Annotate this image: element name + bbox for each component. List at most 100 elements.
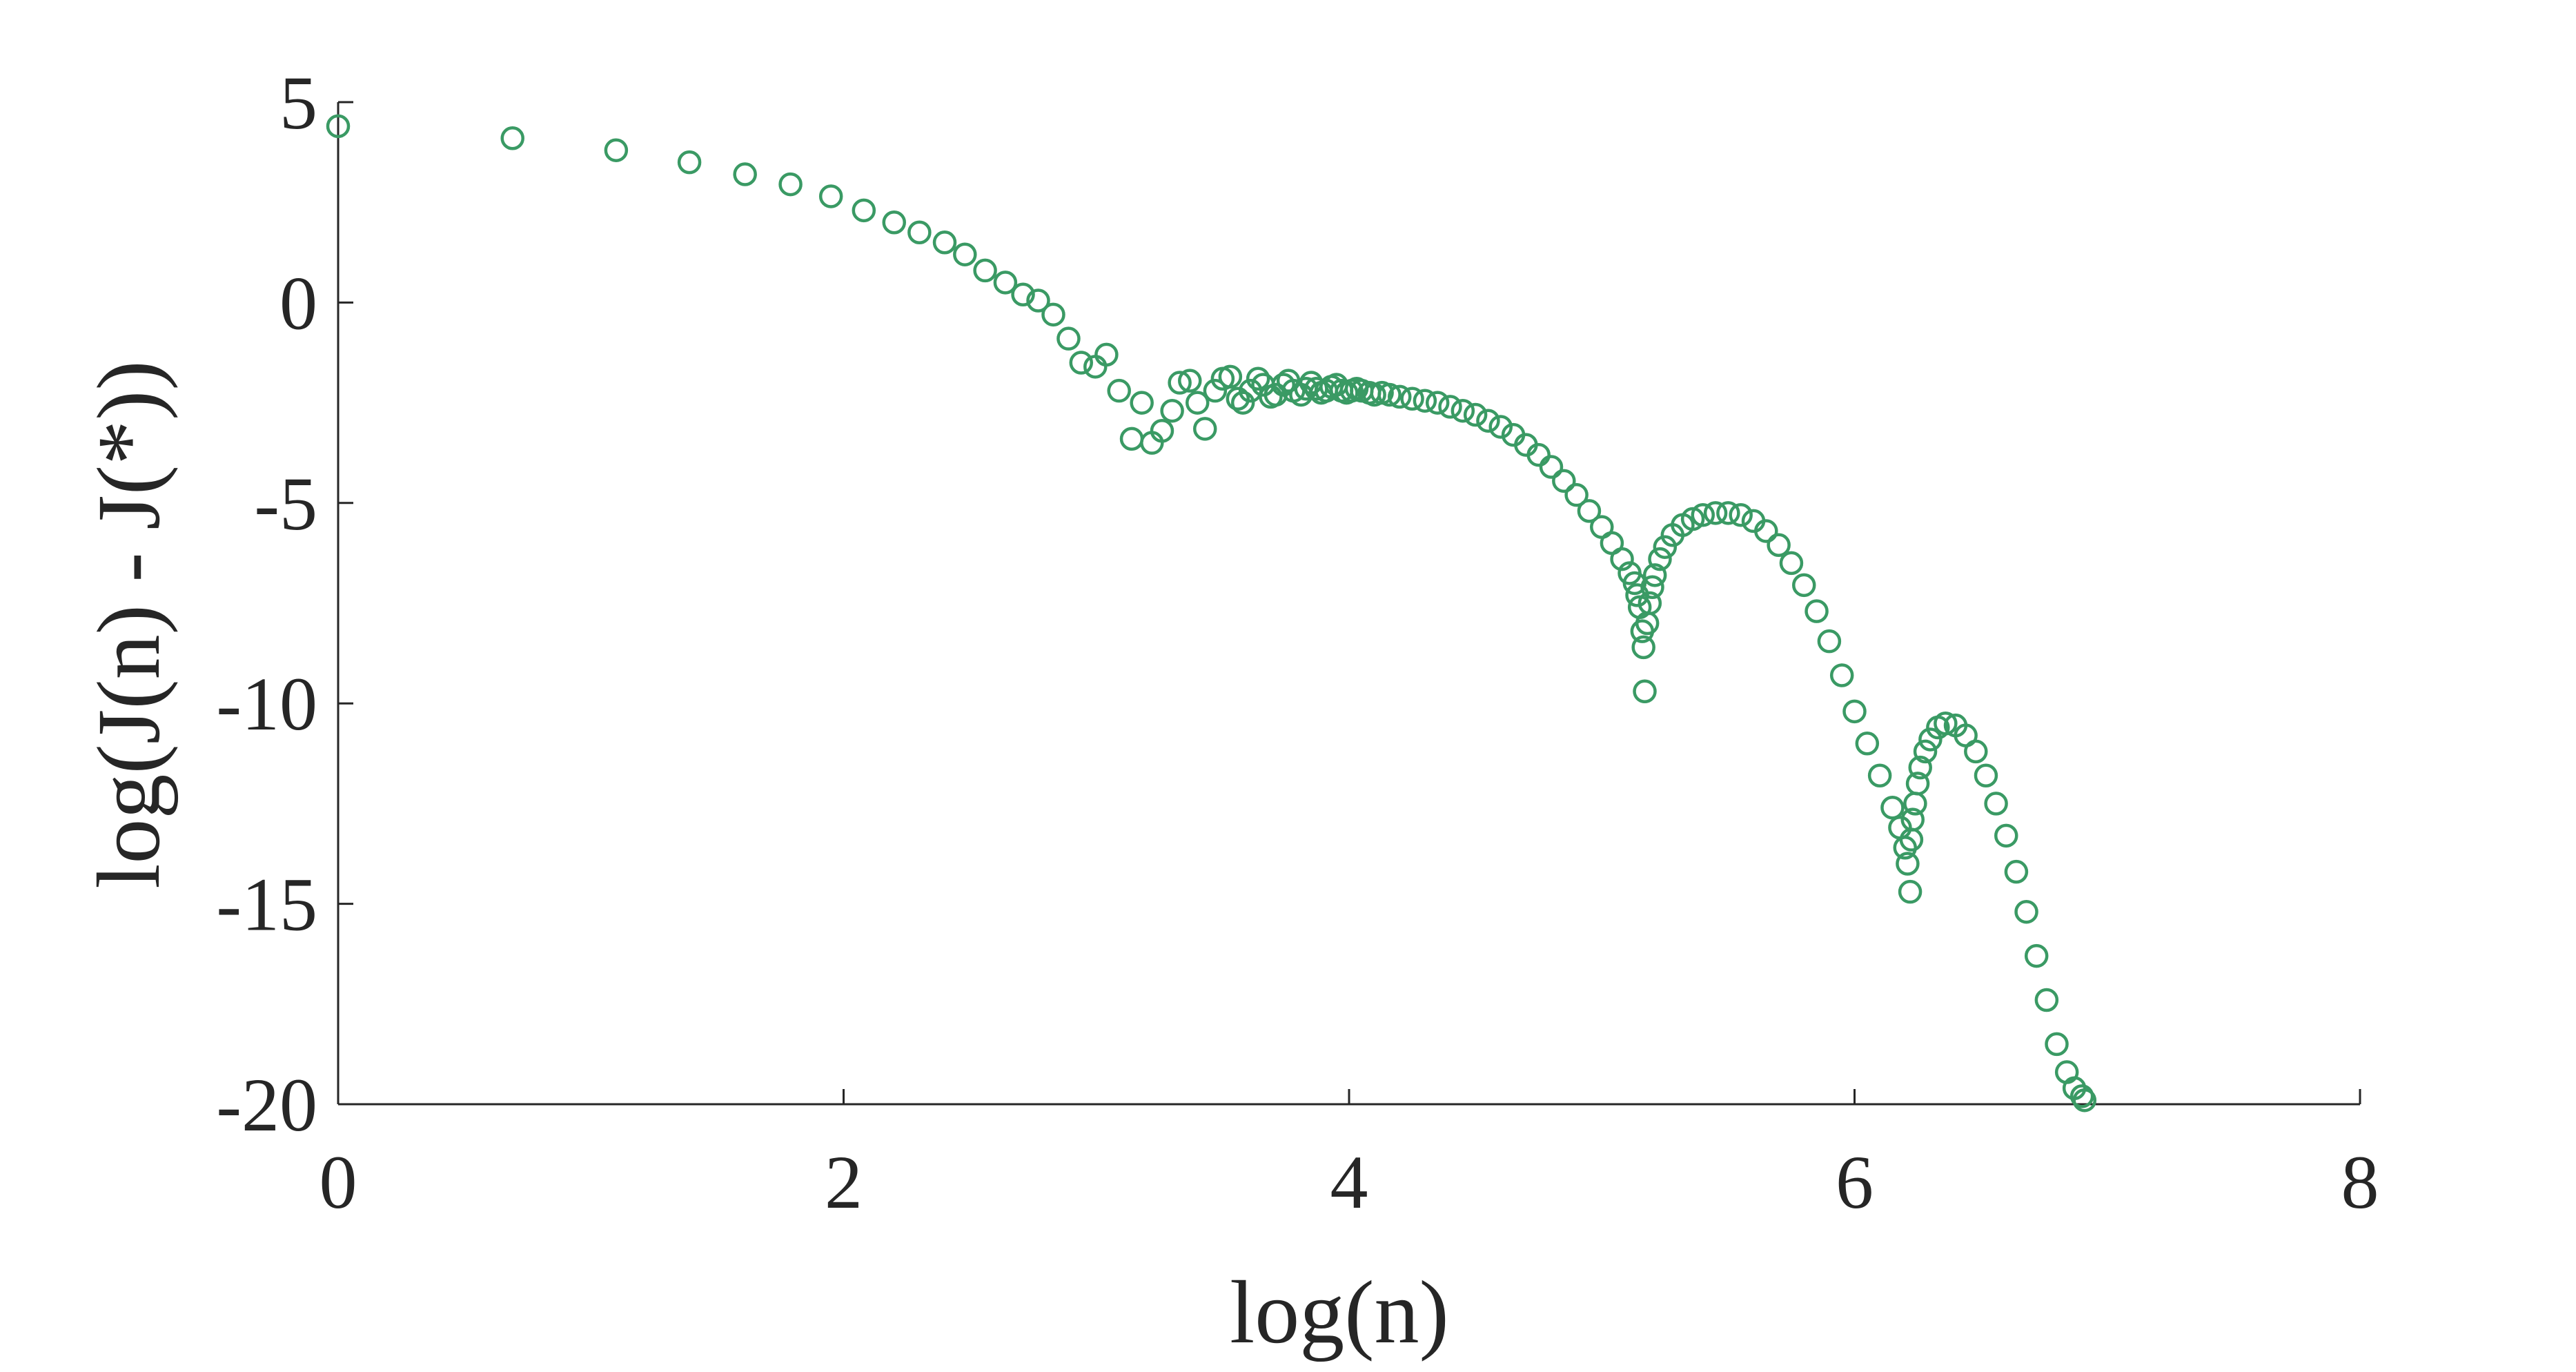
data-point xyxy=(1867,763,1892,787)
data-point xyxy=(1160,398,1184,423)
data-point xyxy=(1083,355,1108,379)
axes: 0 2 4 6 8 5 0 -5 -10 -15 -20 xyxy=(216,61,2379,1224)
data-point xyxy=(1577,499,1602,523)
data-point xyxy=(1218,364,1243,389)
data-point xyxy=(2024,943,2049,968)
data-point xyxy=(2069,1084,2094,1108)
data-point xyxy=(1913,739,1938,764)
data-point xyxy=(1178,369,1202,393)
data-point xyxy=(1463,402,1488,427)
data-point xyxy=(1648,547,1672,571)
data-point xyxy=(1908,755,1932,780)
y-tick-label: 5 xyxy=(279,61,317,145)
data-point xyxy=(907,220,932,245)
data-point xyxy=(2034,988,2059,1012)
data-point xyxy=(1729,502,1753,527)
data-point xyxy=(1767,533,1791,558)
data-point xyxy=(2004,859,2029,884)
data-point xyxy=(500,126,524,150)
data-point xyxy=(1476,409,1500,433)
data-point xyxy=(1829,663,1854,687)
data-point xyxy=(1413,389,1437,413)
data-point xyxy=(1754,519,1778,543)
x-tick-label: 0 xyxy=(319,1140,357,1224)
data-point xyxy=(1526,442,1551,467)
data-point xyxy=(1905,772,1930,796)
data-point xyxy=(1918,727,1943,752)
data-point xyxy=(2072,1088,2097,1113)
data-point xyxy=(1011,282,1035,307)
data-point xyxy=(1069,351,1094,375)
x-tick-label: 8 xyxy=(2341,1140,2379,1224)
data-point xyxy=(1425,391,1450,415)
data-point xyxy=(1246,366,1270,391)
y-tick-label: -15 xyxy=(216,863,317,947)
data-point xyxy=(1631,635,1655,660)
data-point xyxy=(1934,711,1958,736)
data-point xyxy=(1984,792,2008,816)
data-point xyxy=(953,242,977,266)
data-point xyxy=(1539,455,1564,479)
y-axis-label: log(J(n) - J(*)) xyxy=(79,360,179,888)
data-point xyxy=(973,258,997,283)
data-point xyxy=(1680,507,1705,531)
data-point xyxy=(1638,591,1662,616)
data-point xyxy=(1056,326,1081,351)
data-point xyxy=(1703,501,1728,525)
data-point xyxy=(1896,852,1920,876)
data-point xyxy=(882,210,906,235)
x-tick-label: 2 xyxy=(825,1140,863,1224)
data-point xyxy=(1994,823,2018,848)
data-point xyxy=(2014,899,2038,924)
data-point xyxy=(1642,563,1667,587)
data-point xyxy=(1150,419,1174,443)
data-point xyxy=(1633,679,1657,704)
data-point xyxy=(1900,807,1925,832)
data-point xyxy=(1041,302,1065,327)
data-point xyxy=(1552,469,1576,493)
data-point xyxy=(1817,629,1842,654)
data-point xyxy=(1186,391,1210,415)
data-point xyxy=(1622,571,1647,596)
data-point xyxy=(1119,427,1144,451)
data-point xyxy=(932,231,957,255)
data-point xyxy=(1640,575,1664,600)
x-axis-label: log(n) xyxy=(1230,1263,1449,1362)
data-point xyxy=(1192,417,1217,441)
data-point xyxy=(1805,599,1829,623)
data-point xyxy=(326,114,351,139)
data-point xyxy=(1203,378,1228,403)
data-point xyxy=(1716,501,1740,525)
data-point xyxy=(1488,415,1513,439)
data-point xyxy=(1779,551,1804,576)
data-point xyxy=(1898,879,1923,904)
x-tick-label: 6 xyxy=(1836,1140,1874,1224)
data-point xyxy=(1842,699,1867,724)
data-point xyxy=(1610,547,1634,571)
data-point xyxy=(1107,378,1131,403)
data-point xyxy=(1230,391,1255,415)
data-point xyxy=(733,162,757,186)
data-point xyxy=(1168,371,1192,395)
data-point xyxy=(1653,535,1678,559)
y-tick-label: -10 xyxy=(216,662,317,746)
data-point xyxy=(2045,1032,2069,1057)
data-point xyxy=(1388,384,1412,409)
data-point xyxy=(852,198,876,223)
data-markers xyxy=(326,114,2097,1113)
data-point xyxy=(993,271,1018,295)
data-point xyxy=(1964,739,1988,764)
data-point xyxy=(1438,395,1462,419)
y-tick-label: 0 xyxy=(279,261,317,345)
data-point xyxy=(1855,732,1880,756)
data-point xyxy=(1974,763,1998,787)
data-point xyxy=(1451,398,1475,423)
data-point xyxy=(1026,288,1050,313)
data-point xyxy=(1226,386,1250,411)
data-point xyxy=(1130,391,1154,415)
data-point xyxy=(1377,382,1402,407)
data-point xyxy=(604,138,629,162)
data-point xyxy=(818,184,843,208)
data-point xyxy=(1400,386,1424,411)
